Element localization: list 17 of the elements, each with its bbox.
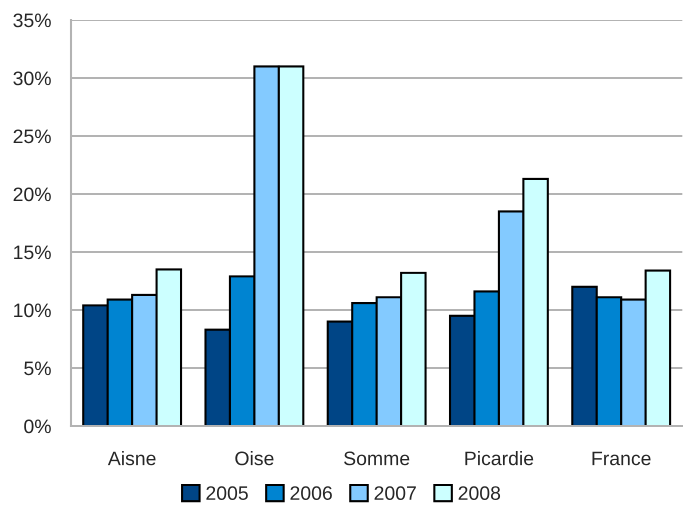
- legend-label: 2006: [290, 486, 332, 500]
- y-tick-label: 30%: [13, 71, 51, 86]
- legend-label: 2005: [206, 486, 248, 500]
- y-tick-label: 25%: [14, 129, 51, 144]
- x-tick-label: Aisne: [108, 451, 156, 466]
- x-tick-label: Oise: [235, 451, 274, 466]
- y-tick-label: 35%: [13, 13, 51, 28]
- x-tick-label: France: [592, 452, 651, 466]
- legend-label: 2007: [374, 486, 416, 500]
- x-tick-label: Somme: [344, 452, 410, 466]
- x-tick-label: Picardie: [465, 451, 534, 466]
- y-tick-label: 10%: [14, 303, 51, 318]
- y-tick-label: 5%: [24, 362, 51, 376]
- y-tick-label: 20%: [14, 187, 51, 202]
- y-tick-label: 15%: [14, 246, 51, 260]
- y-tick-label: 0%: [24, 419, 51, 434]
- legend-label: 2008: [458, 486, 500, 500]
